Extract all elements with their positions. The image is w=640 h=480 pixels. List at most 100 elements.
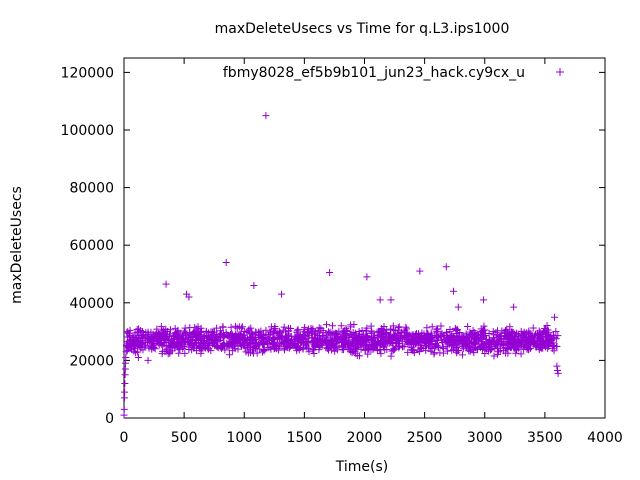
data-point <box>342 337 350 345</box>
data-point <box>229 342 237 350</box>
data-point <box>181 339 189 347</box>
data-point <box>136 337 144 345</box>
data-point <box>282 334 290 342</box>
data-point <box>172 331 180 339</box>
data-point <box>519 334 527 342</box>
data-point <box>305 348 313 356</box>
data-point <box>462 330 470 338</box>
data-point <box>517 327 525 335</box>
data-point <box>222 258 230 266</box>
data-point <box>376 296 384 304</box>
data-point <box>481 349 489 357</box>
data-point <box>395 323 403 331</box>
data-point <box>430 349 438 357</box>
data-point <box>162 333 170 341</box>
data-point <box>468 334 476 342</box>
data-point <box>452 344 460 352</box>
data-point <box>393 329 401 337</box>
data-point <box>482 339 490 347</box>
data-point <box>124 328 132 336</box>
y-tick-label: 20000 <box>69 353 114 369</box>
data-point <box>199 344 207 352</box>
data-point <box>517 350 525 358</box>
data-point <box>333 329 341 337</box>
data-point <box>197 349 205 357</box>
data-point <box>255 345 263 353</box>
data-point <box>315 346 323 354</box>
data-point <box>174 343 182 351</box>
data-point <box>247 338 255 346</box>
data-point <box>548 344 556 352</box>
data-point <box>464 322 472 330</box>
data-point <box>513 329 521 337</box>
data-point <box>515 338 523 346</box>
data-point <box>401 327 409 335</box>
data-point <box>285 341 293 349</box>
data-point <box>362 327 370 335</box>
data-point <box>387 352 395 360</box>
data-point <box>508 328 516 336</box>
data-point <box>395 342 403 350</box>
data-point <box>212 342 220 350</box>
data-point <box>429 334 437 342</box>
data-point <box>363 273 371 281</box>
data-point <box>213 343 221 351</box>
data-point <box>393 339 401 347</box>
data-point <box>476 335 484 343</box>
data-point <box>164 337 172 345</box>
data-point <box>422 346 430 354</box>
data-point <box>549 332 557 340</box>
data-point <box>507 328 515 336</box>
data-point <box>502 326 510 334</box>
data-point <box>250 282 258 290</box>
data-point <box>314 335 322 343</box>
data-point <box>356 337 364 345</box>
data-point <box>355 331 363 339</box>
data-point <box>427 347 435 355</box>
data-point <box>444 347 452 355</box>
data-point <box>506 323 514 331</box>
data-point <box>365 345 373 353</box>
data-point <box>143 334 151 342</box>
data-point <box>247 324 255 332</box>
chart-title: maxDeleteUsecs vs Time for q.L3.ips1000 <box>215 21 510 37</box>
x-tick-label: 0 <box>120 430 129 446</box>
data-point <box>234 345 242 353</box>
data-point <box>494 350 502 358</box>
data-point <box>433 325 441 333</box>
data-point <box>120 405 128 413</box>
legend: fbmy8028_ef5b9b101_jun23_hack.cy9cx_u <box>223 65 564 81</box>
data-point <box>449 287 457 295</box>
data-point <box>130 347 138 355</box>
data-point <box>167 344 175 352</box>
data-point <box>156 339 164 347</box>
data-point <box>285 338 293 346</box>
data-point <box>450 338 458 346</box>
data-point <box>473 345 481 353</box>
data-point <box>479 330 487 338</box>
data-point <box>415 338 423 346</box>
data-point <box>309 325 317 333</box>
data-point <box>454 303 462 311</box>
data-point <box>495 334 503 342</box>
data-point <box>123 339 131 347</box>
data-point <box>355 352 363 360</box>
data-point <box>209 328 217 336</box>
data-point <box>153 338 161 346</box>
data-point <box>371 342 379 350</box>
data-point <box>185 293 193 301</box>
x-tick-label: 4000 <box>587 430 623 446</box>
data-point <box>227 323 235 331</box>
data-point <box>535 346 543 354</box>
data-point <box>238 342 246 350</box>
data-point <box>394 326 402 334</box>
data-point <box>434 328 442 336</box>
data-point <box>536 332 544 340</box>
data-point <box>189 334 197 342</box>
data-point <box>507 337 515 345</box>
data-point <box>329 344 337 352</box>
data-point <box>475 340 483 348</box>
data-point <box>391 344 399 352</box>
data-point <box>367 322 375 330</box>
data-point <box>127 344 135 352</box>
